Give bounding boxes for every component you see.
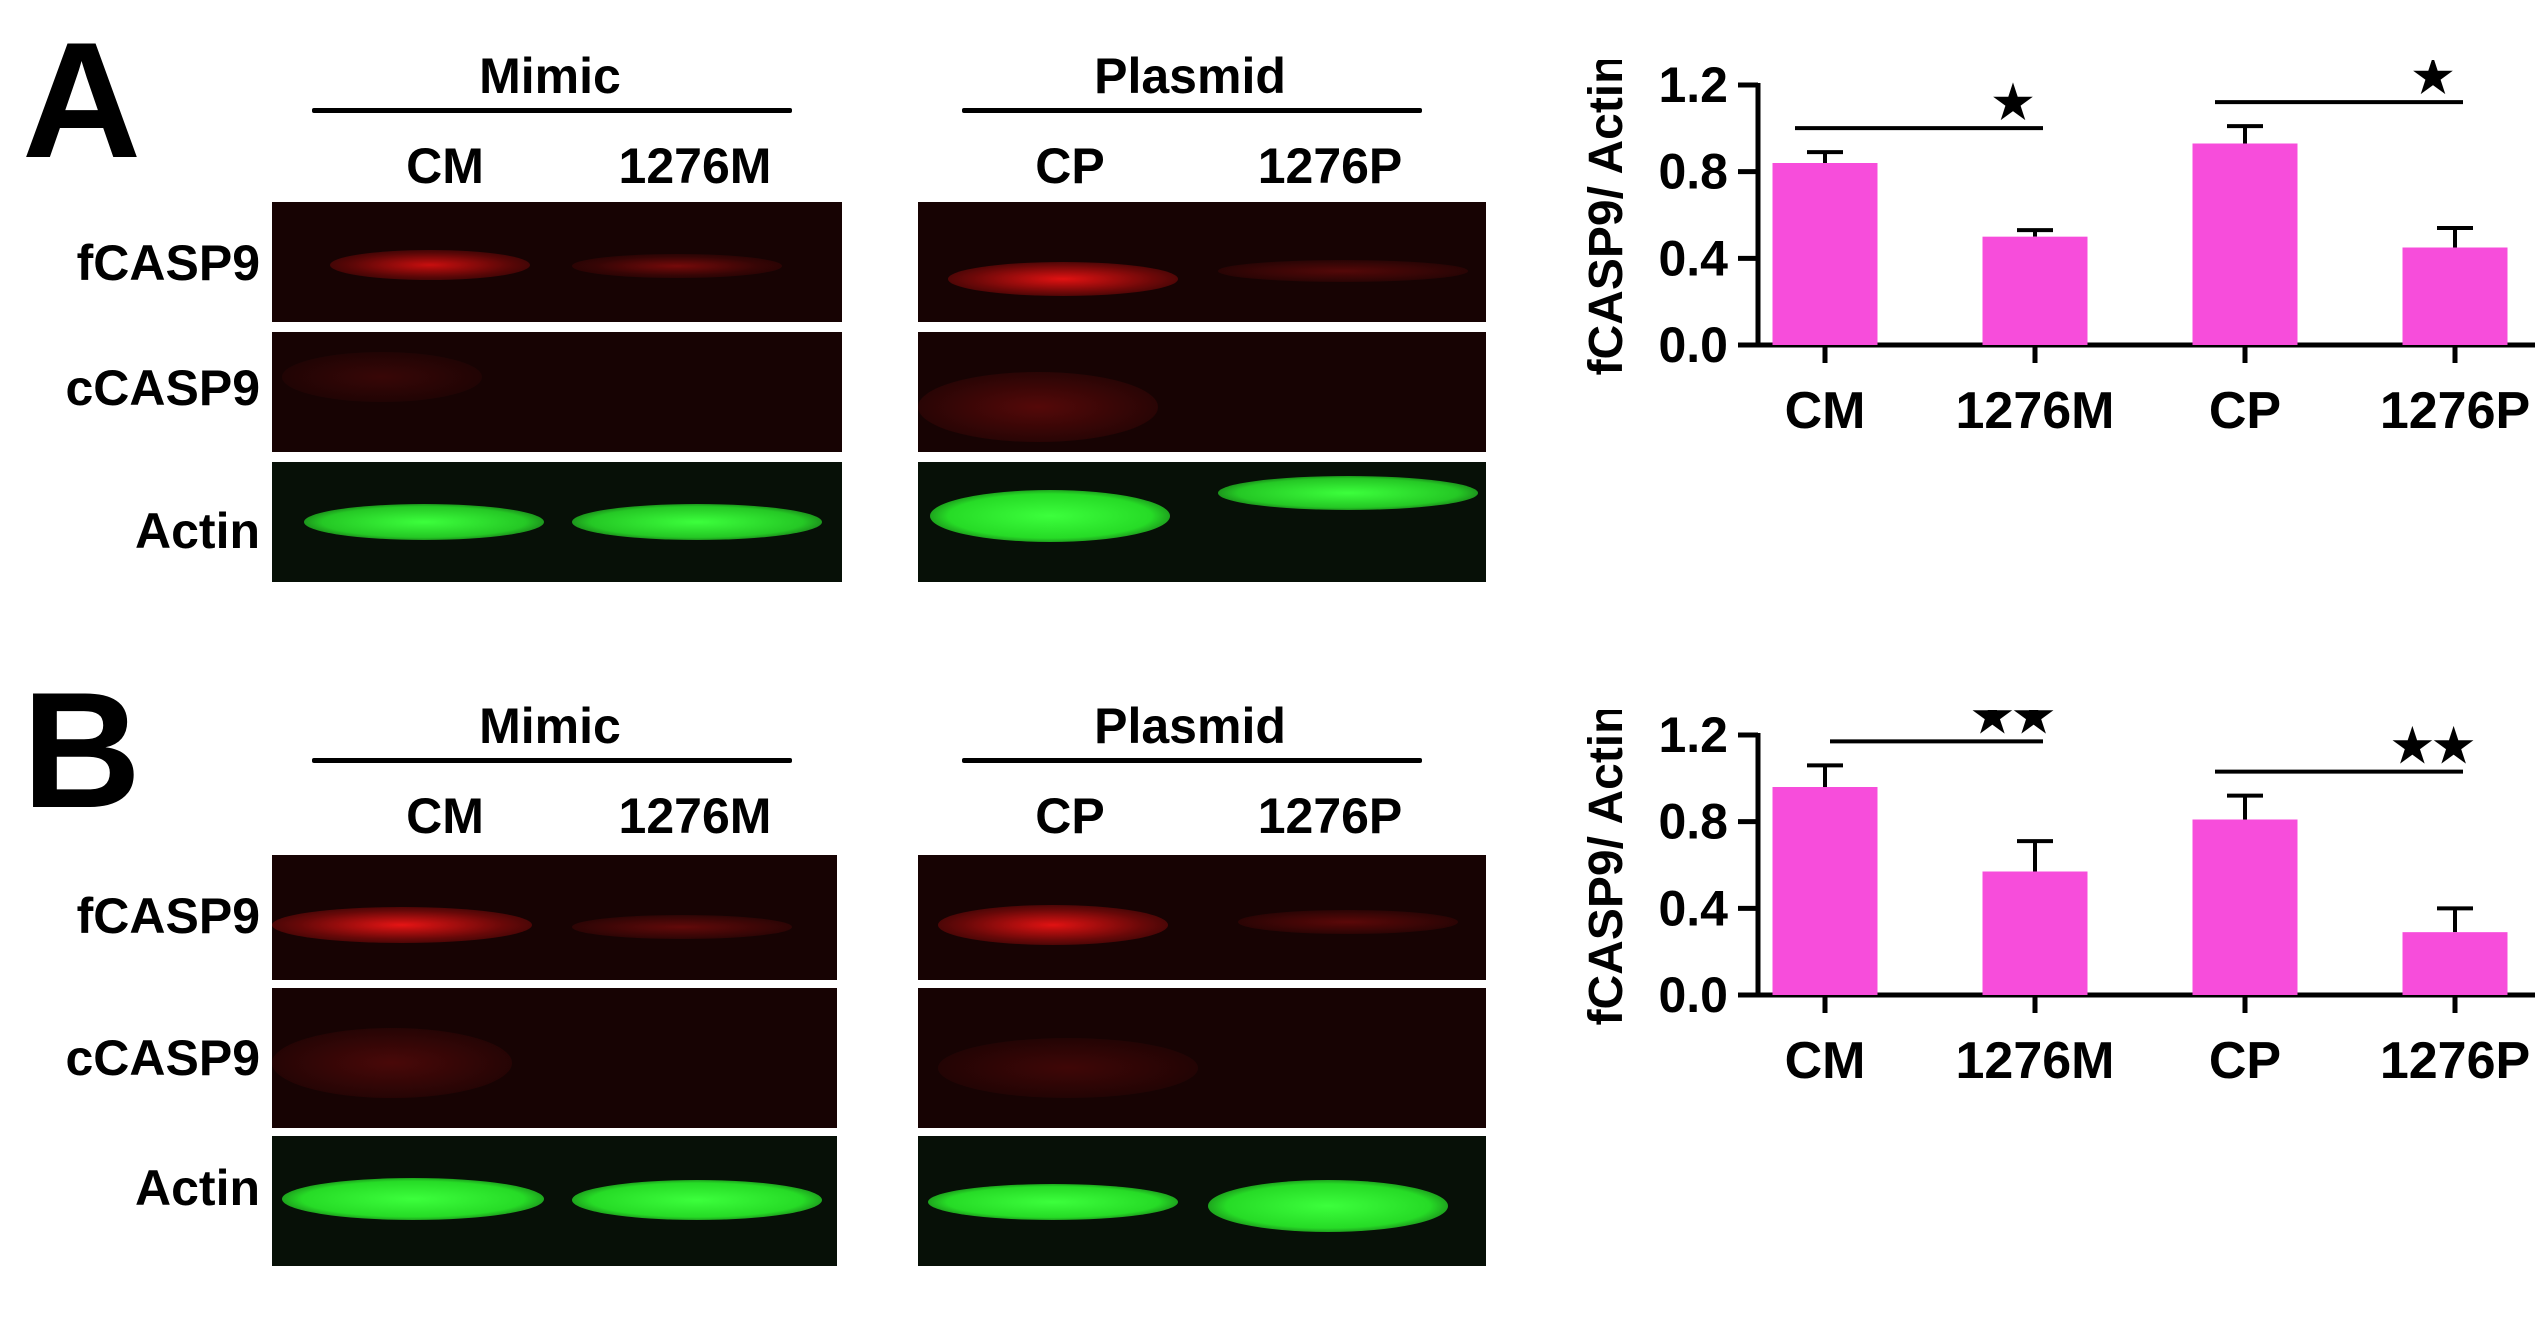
lane-label-cp: CP xyxy=(1035,788,1105,844)
band-cm xyxy=(282,1178,544,1220)
x-tick-label: 1276P xyxy=(2380,382,2530,440)
bar-cm xyxy=(1772,787,1878,995)
y-tick-label: 0.8 xyxy=(1658,144,1728,200)
y-tick-label: 1.2 xyxy=(1658,710,1728,763)
band-cm xyxy=(282,352,482,402)
blot-fcasp9-plasmid xyxy=(918,202,1486,322)
lane-label-cm: CM xyxy=(406,138,484,194)
x-tick-label: CM xyxy=(1785,1032,1866,1090)
band-cm xyxy=(330,250,530,280)
band-cm xyxy=(304,504,544,540)
band-1276m xyxy=(572,504,822,540)
blot-ccasp9-plasmid xyxy=(918,332,1486,452)
blot-fcasp9-plasmid xyxy=(918,855,1486,980)
bar-1276m xyxy=(1982,236,2088,345)
bar-chart-b: 0.0 0.4 0.8 1.2 fCASP9/ Actin CM 1276M CP 1276P ★… xyxy=(1580,710,2535,1090)
blot-actin-plasmid xyxy=(918,1136,1486,1266)
y-axis-label: fCASP9/ Actin xyxy=(1580,710,1633,1025)
lane-label-1276p: 1276P xyxy=(1257,138,1403,194)
blot-ccasp9-plasmid xyxy=(918,988,1486,1128)
x-tick-label: CP xyxy=(2209,1032,2281,1090)
significance-star: ★ xyxy=(2412,60,2453,102)
y-tick-label: 0.4 xyxy=(1658,230,1728,286)
band-1276p xyxy=(1218,476,1478,510)
band-cp xyxy=(948,262,1178,296)
lane-label-cm: CM xyxy=(406,788,484,844)
bar-cp xyxy=(2192,819,2298,995)
group-underline xyxy=(312,108,792,113)
band-cm xyxy=(272,907,532,943)
y-tick-label: 0.4 xyxy=(1658,880,1728,936)
band-cp xyxy=(928,1184,1178,1220)
band-cm xyxy=(272,1028,512,1098)
panel-a: A Mimic Plasmid CM 1276M CP 1276P fCASP9… xyxy=(22,8,2535,582)
band-cp xyxy=(938,1038,1198,1098)
significance-star: ★★ xyxy=(1972,710,2054,741)
band-1276p xyxy=(1238,910,1458,934)
band-1276m xyxy=(572,1180,822,1220)
x-tick-label: 1276M xyxy=(1956,382,2115,440)
group-title-plasmid: Plasmid xyxy=(1094,48,1286,104)
lane-label-1276p: 1276P xyxy=(1257,788,1403,844)
y-axis-label: fCASP9/ Actin xyxy=(1580,60,1633,375)
x-tick-label: 1276M xyxy=(1956,1032,2115,1090)
blot-ccasp9-mimic xyxy=(272,988,837,1128)
bar-cm xyxy=(1772,163,1878,345)
row-label-ccasp9: cCASP9 xyxy=(65,1030,260,1086)
blot-ccasp9-mimic xyxy=(272,332,842,452)
group-underline xyxy=(962,758,1422,763)
bar-1276m xyxy=(1982,871,2088,995)
panel-b: B Mimic Plasmid CM 1276M CP 1276P fCASP9… xyxy=(0,650,2547,1318)
y-tick-label: 0.8 xyxy=(1658,794,1728,850)
bar-1276p xyxy=(2402,932,2508,995)
row-label-fcasp9: fCASP9 xyxy=(76,235,260,291)
panel-letter: A xyxy=(22,8,142,192)
group-underline xyxy=(312,758,792,763)
band-cp xyxy=(938,905,1168,945)
blot-actin-mimic xyxy=(272,1136,837,1266)
y-tick-label: 0.0 xyxy=(1658,967,1728,1023)
panel-letter: B xyxy=(22,658,142,842)
row-label-fcasp9: fCASP9 xyxy=(76,888,260,944)
bar-1276p xyxy=(2402,247,2508,345)
x-tick-label: CP xyxy=(2209,382,2281,440)
band-cp xyxy=(918,372,1158,442)
band-1276p xyxy=(1208,1180,1448,1232)
significance-star: ★ xyxy=(1992,76,2033,128)
blot-fcasp9-mimic xyxy=(272,855,837,980)
row-label-ccasp9: cCASP9 xyxy=(65,360,260,416)
x-tick-label: CM xyxy=(1785,382,1866,440)
blot-fcasp9-mimic xyxy=(272,202,842,322)
blot-actin-plasmid xyxy=(918,462,1486,582)
band-1276m xyxy=(572,915,792,939)
lane-label-1276m: 1276M xyxy=(618,138,772,194)
row-label-actin: Actin xyxy=(135,1160,260,1216)
row-label-actin: Actin xyxy=(135,503,260,559)
group-title-mimic: Mimic xyxy=(479,698,621,754)
bar-chart-a: 0.0 0.4 0.8 1.2 fCASP9/ Actin CM 1276M CP 1276P ★… xyxy=(1580,60,2535,440)
y-tick-label: 0.0 xyxy=(1658,317,1728,373)
x-tick-label: 1276P xyxy=(2380,1032,2530,1090)
bar-cp xyxy=(2192,143,2298,345)
band-1276m xyxy=(572,254,782,278)
group-title-plasmid: Plasmid xyxy=(1094,698,1286,754)
y-tick-label: 1.2 xyxy=(1658,60,1728,113)
group-title-mimic: Mimic xyxy=(479,48,621,104)
group-underline xyxy=(962,108,1422,113)
lane-label-cp: CP xyxy=(1035,138,1105,194)
band-1276p xyxy=(1218,260,1468,282)
blot-actin-mimic xyxy=(272,462,842,582)
band-cp xyxy=(930,490,1170,542)
significance-star: ★★ xyxy=(2392,720,2474,772)
lane-label-1276m: 1276M xyxy=(618,788,772,844)
